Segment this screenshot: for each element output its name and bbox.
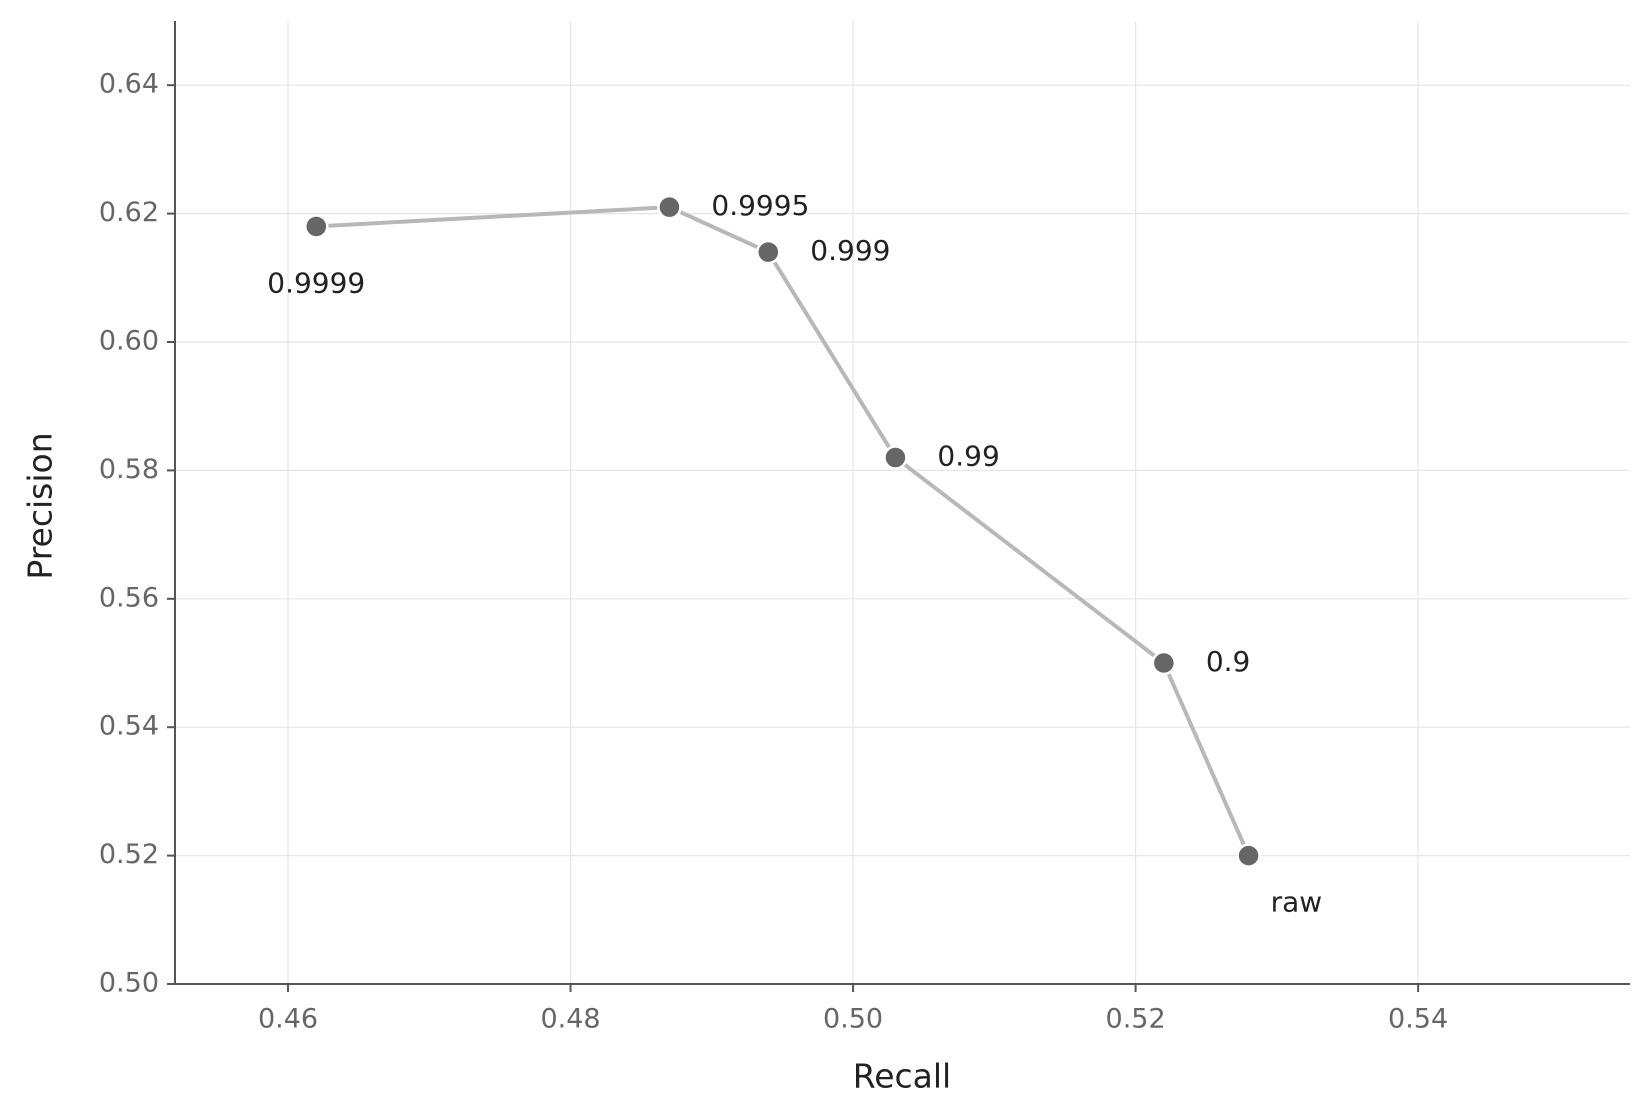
point-label: 0.9 — [1206, 645, 1251, 678]
y-tick-label: 0.58 — [99, 454, 159, 485]
x-tick-label: 0.52 — [1106, 1004, 1166, 1035]
y-tick-label: 0.54 — [99, 711, 159, 742]
x-tick-label: 0.48 — [540, 1004, 600, 1035]
point — [883, 445, 908, 470]
y-tick-label: 0.64 — [99, 69, 159, 100]
y-axis-label: Precision — [21, 432, 60, 579]
point — [1151, 650, 1177, 676]
point-label: 0.999 — [810, 234, 890, 267]
point-label: 0.9995 — [711, 189, 809, 222]
point-label: 0.9999 — [267, 266, 365, 299]
point — [1236, 843, 1261, 868]
point — [756, 239, 781, 265]
y-tick-label: 0.52 — [99, 839, 159, 870]
x-axis-label: Recall — [853, 1057, 951, 1096]
y-tick-label: 0.62 — [99, 197, 159, 228]
y-tick-label: 0.50 — [99, 968, 159, 999]
y-tick-label: 0.56 — [99, 582, 159, 613]
point — [657, 194, 682, 220]
x-tick-label: 0.46 — [258, 1004, 318, 1035]
point — [304, 214, 329, 239]
x-tick-label: 0.50 — [823, 1004, 883, 1035]
point-label: 0.99 — [937, 440, 999, 473]
line — [316, 205, 1251, 857]
point-label: raw — [1271, 886, 1323, 919]
x-tick-label: 0.54 — [1388, 1004, 1448, 1035]
y-tick-label: 0.60 — [99, 326, 159, 357]
